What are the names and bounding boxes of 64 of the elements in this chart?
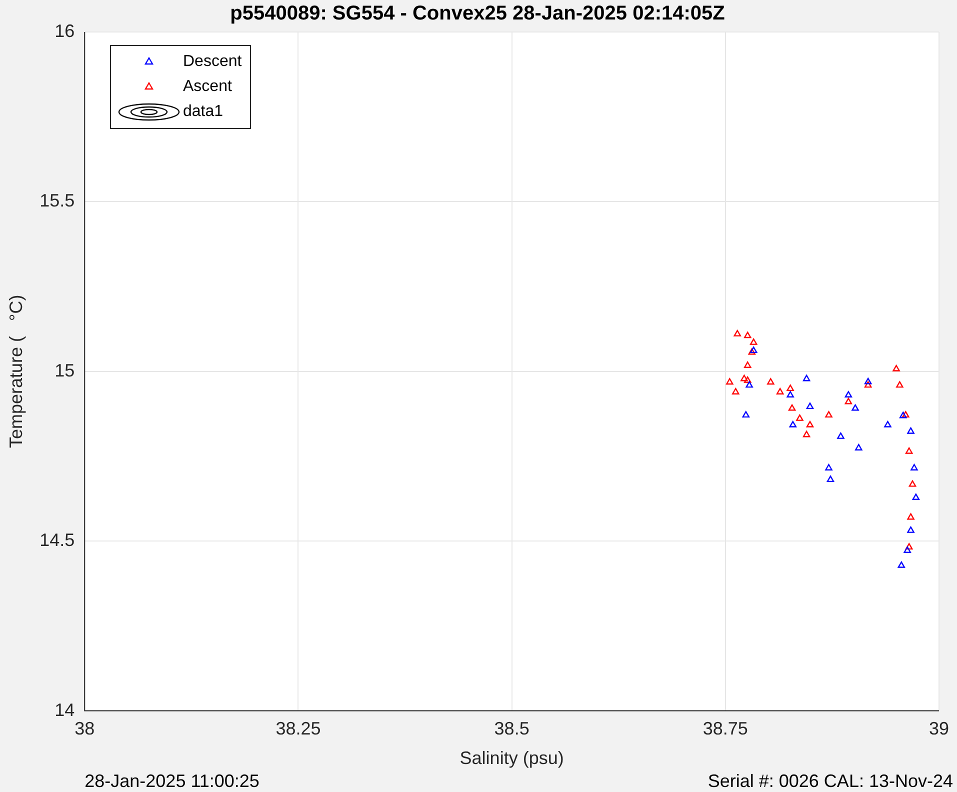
point [896, 381, 904, 388]
x-tick-label: 38.75 [702, 718, 748, 739]
legend-label: Descent [183, 53, 242, 70]
y-tick-label: 14 [54, 700, 75, 720]
point [907, 513, 914, 520]
point [734, 330, 741, 336]
x-tick-label: 39 [928, 718, 950, 739]
point [907, 427, 914, 434]
point [844, 391, 852, 398]
point [912, 494, 920, 500]
y-tick-label: 16 [54, 20, 75, 41]
x-tick-label: 38 [74, 718, 95, 739]
point [740, 374, 748, 382]
point [732, 388, 740, 394]
point [776, 388, 784, 394]
y-tick-label: 15.5 [40, 190, 75, 211]
point [726, 378, 734, 385]
y-tick-label: 15 [54, 360, 75, 380]
x-axis-title: Salinity (psu) [460, 748, 564, 768]
point [796, 414, 804, 421]
point [908, 480, 916, 487]
point [744, 332, 752, 338]
point [844, 398, 852, 404]
point [907, 526, 914, 533]
point [898, 561, 906, 568]
point [910, 464, 918, 470]
point [902, 411, 910, 418]
point [744, 362, 752, 368]
legend-label: data1 [183, 103, 224, 120]
point [905, 543, 913, 550]
point [746, 381, 753, 388]
point [884, 420, 892, 428]
point [892, 364, 900, 372]
point [742, 411, 750, 418]
point [806, 402, 814, 410]
chart-title: p5540089: SG554 - Convex25 28-Jan-2025 02:14:05Z [230, 2, 725, 25]
point [786, 391, 794, 398]
point [825, 411, 832, 418]
point [802, 374, 810, 382]
point [855, 444, 862, 450]
point [826, 476, 834, 482]
text: Serial #: 0026 CAL: 13-Nov-24 [708, 770, 953, 791]
x-tick-label: 38.25 [276, 718, 321, 739]
text: 28-Jan-2025 11:00:25 [84, 770, 260, 791]
point [789, 420, 797, 428]
point [852, 404, 859, 411]
point [825, 464, 832, 470]
point [905, 447, 913, 454]
y-axis-title: Temperature ( °C) [6, 294, 26, 448]
point [806, 420, 814, 428]
y-tick-label: 14.5 [40, 530, 75, 550]
point [750, 338, 758, 345]
point [786, 384, 794, 392]
point [788, 404, 796, 411]
legend-label: Ascent [183, 78, 232, 95]
point [899, 412, 907, 418]
point [744, 376, 752, 383]
point [767, 378, 774, 385]
point [904, 546, 912, 553]
point [802, 430, 810, 438]
point [864, 378, 872, 384]
x-tick-label: 38.5 [494, 718, 530, 739]
point [837, 432, 844, 439]
point [864, 381, 872, 388]
